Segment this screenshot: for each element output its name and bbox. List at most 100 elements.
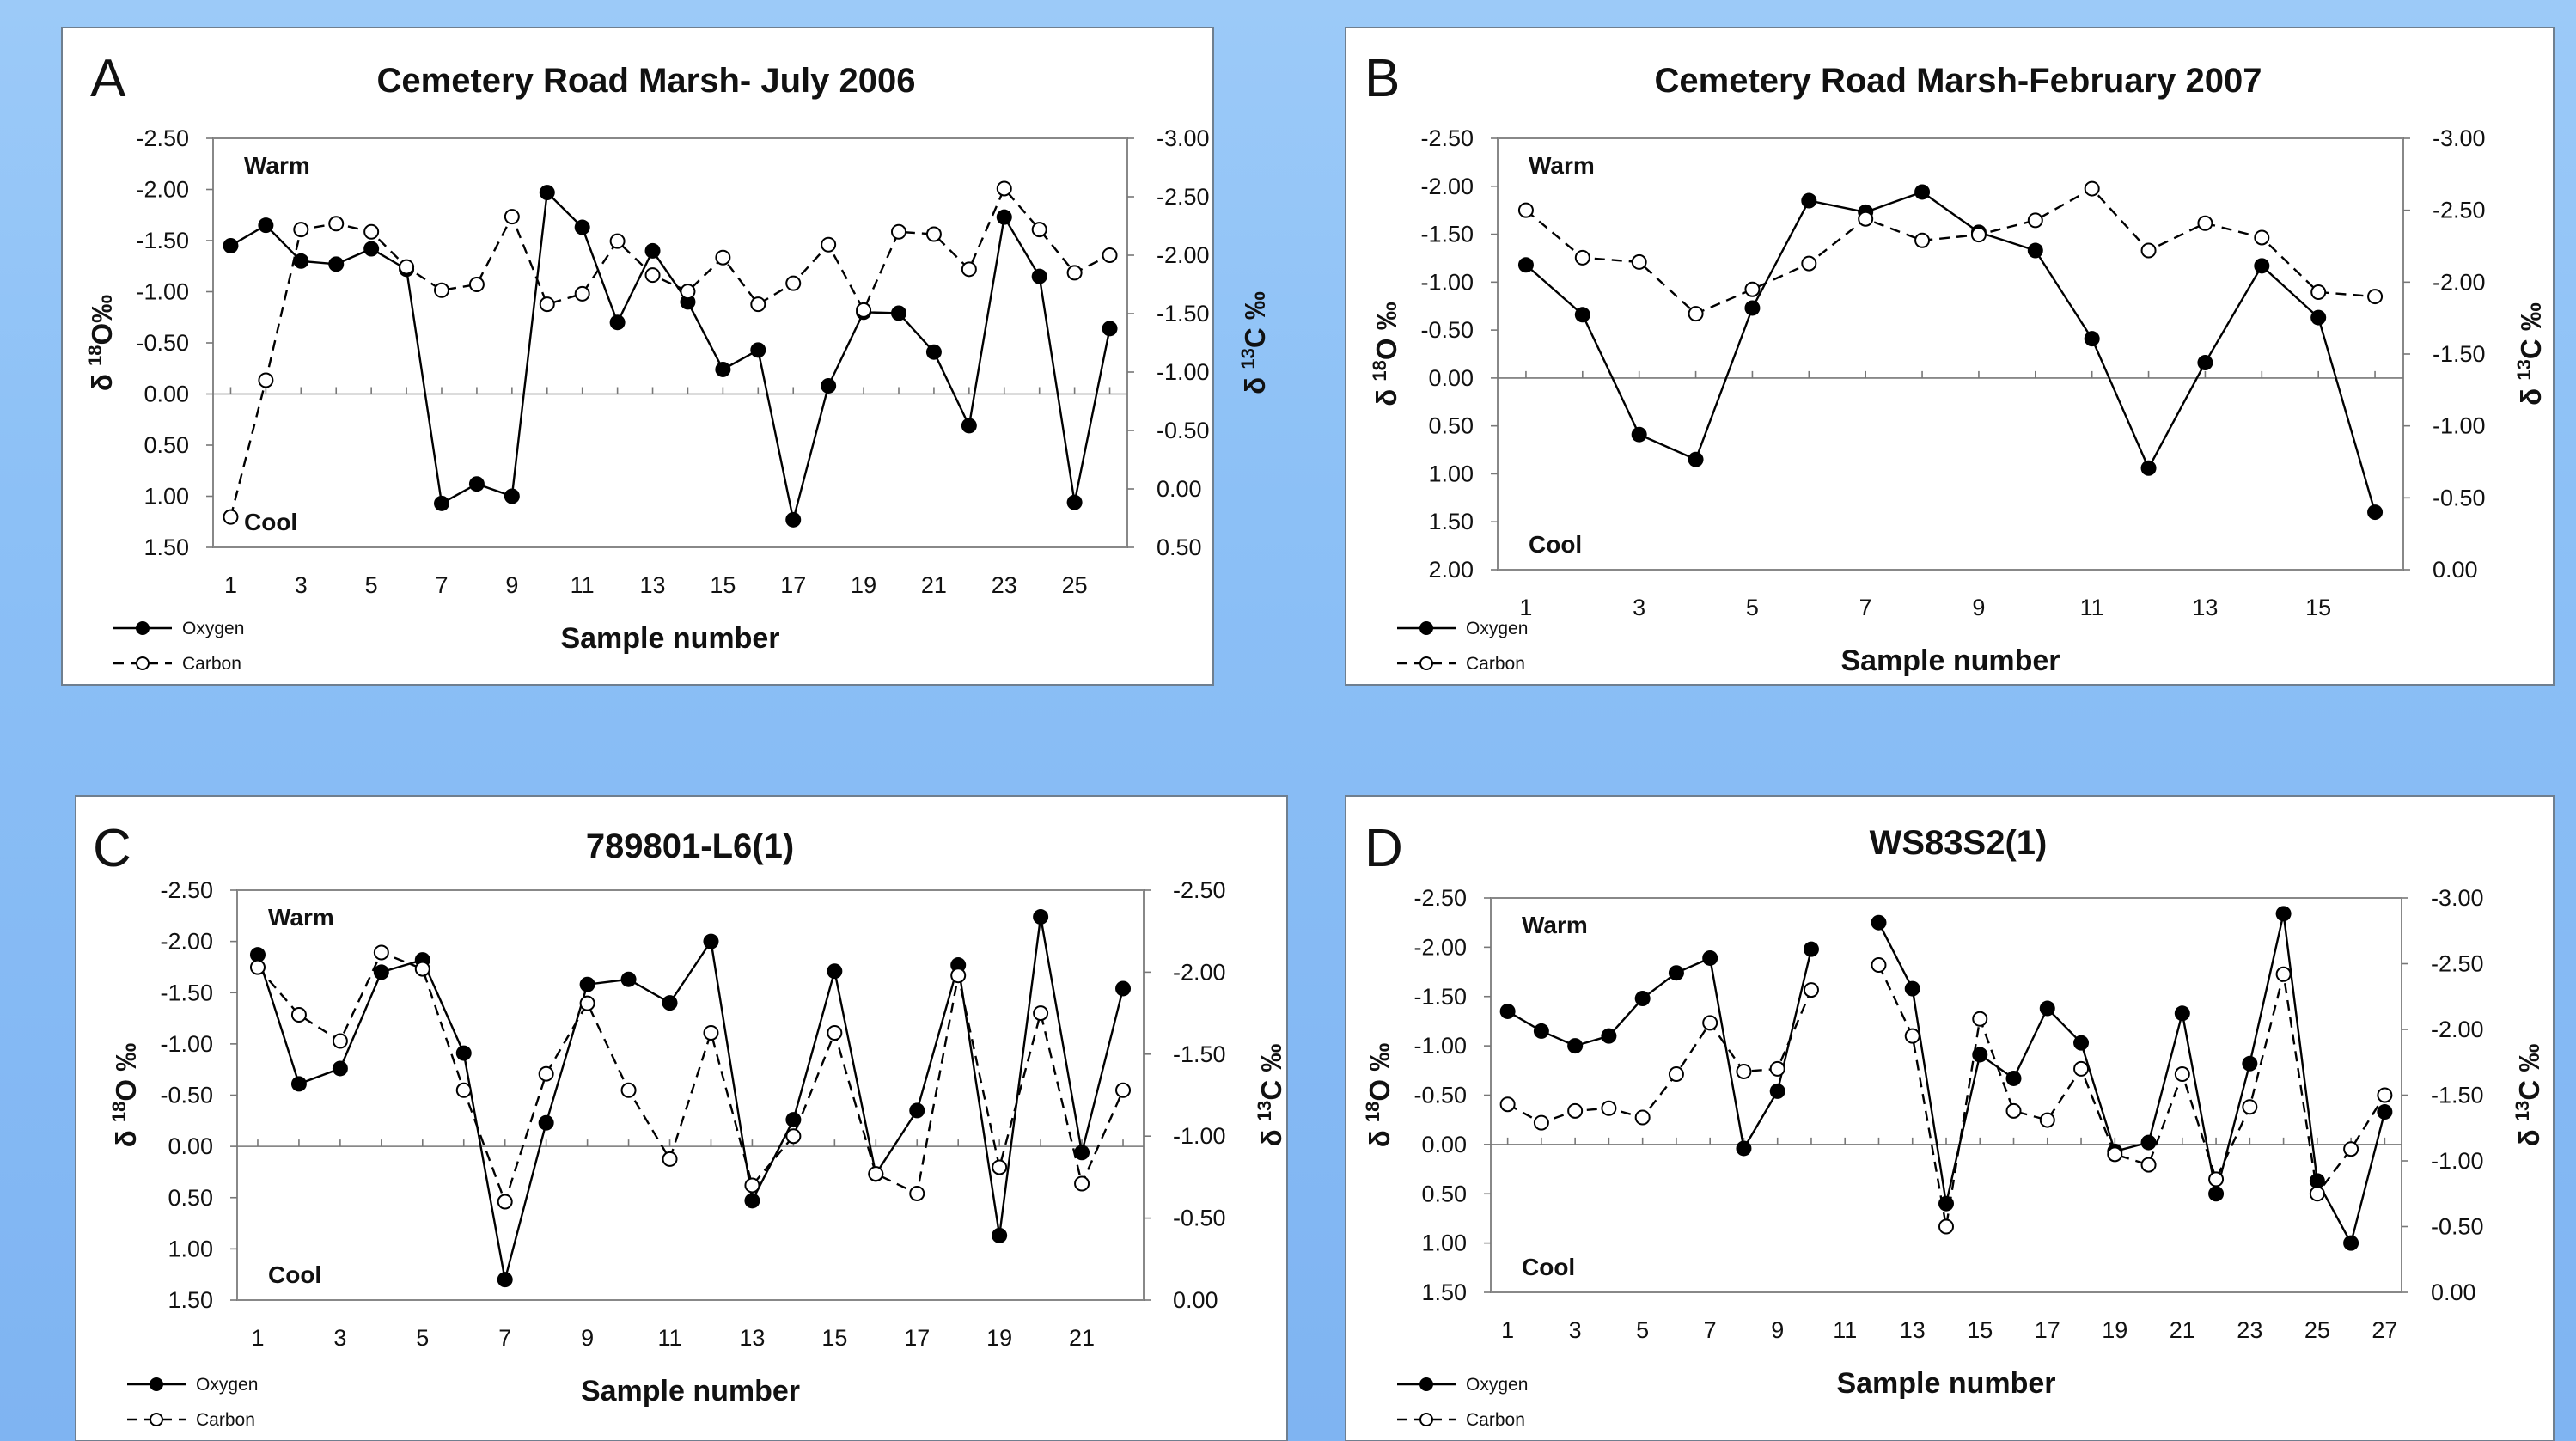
left-y-tick-label: 1.00 — [143, 484, 189, 510]
carbon-data-point — [1972, 1011, 1988, 1027]
left-y-tick-label: 1.00 — [1428, 461, 1474, 486]
legend-oxygen: Oxygen — [1397, 1375, 1528, 1395]
left-y-tick-label: -1.50 — [1413, 984, 1467, 1010]
left-y-tick-label: -2.00 — [160, 929, 213, 955]
carbon-data-point — [223, 509, 239, 525]
carbon-data-point — [497, 1194, 513, 1210]
x-tick-label: 25 — [2304, 1317, 2330, 1343]
oxygen-data-point — [455, 1045, 472, 1061]
oxygen-data-point — [249, 947, 266, 963]
carbon-data-point — [1769, 1060, 1785, 1077]
left-y-axis-label: δ 18O‰ — [84, 295, 119, 391]
x-tick-label: 11 — [2080, 595, 2104, 620]
oxygen-data-point — [539, 185, 555, 201]
oxygen-data-point — [538, 1114, 554, 1131]
carbon-data-point — [992, 1159, 1008, 1175]
warm-label: Warm — [1529, 152, 1595, 179]
carbon-data-point — [2107, 1146, 2123, 1163]
x-tick-label: 11 — [658, 1325, 682, 1351]
carbon-data-point — [2174, 1066, 2190, 1083]
oxygen-data-point — [1702, 949, 1718, 966]
left-y-tick-label: -2.50 — [160, 877, 213, 903]
carbon-data-point — [574, 285, 590, 302]
legend-carbon-label: Carbon — [196, 1410, 255, 1430]
carbon-data-point — [1970, 227, 1987, 243]
oxygen-data-point — [579, 976, 595, 992]
carbon-data-point — [1914, 232, 1931, 248]
carbon-data-point — [332, 1033, 348, 1049]
carbon-series-line — [1507, 989, 1813, 1124]
oxygen-data-point — [1102, 321, 1118, 337]
carbon-data-point — [680, 284, 696, 300]
carbon-data-point — [399, 259, 415, 275]
oxygen-data-point — [992, 1227, 1008, 1243]
left-y-axis-label: δ 18O ‰ — [108, 1043, 143, 1148]
carbon-data-point — [1803, 982, 1819, 998]
right-y-tick-label: -2.50 — [1157, 184, 1210, 210]
carbon-data-point — [996, 180, 1012, 197]
legend-carbon-label: Carbon — [1466, 1410, 1525, 1430]
oxygen-data-point — [2343, 1235, 2359, 1251]
left-y-tick-label: 2.00 — [1428, 557, 1474, 583]
carbon-data-point — [539, 296, 555, 313]
carbon-data-point — [1499, 1096, 1516, 1113]
x-tick-label: 9 — [581, 1325, 594, 1351]
carbon-data-point — [1688, 306, 1704, 322]
carbon-data-point — [1904, 1028, 1920, 1044]
carbon-data-point — [1031, 222, 1047, 238]
right-y-tick-label: -3.00 — [1157, 125, 1210, 151]
oxygen-data-point — [644, 242, 661, 259]
right-y-axis-label: δ 13C ‰ — [1237, 291, 1272, 394]
carbon-data-point — [2309, 1186, 2325, 1202]
x-tick-label: 1 — [251, 1325, 264, 1351]
oxygen-data-point — [2027, 242, 2043, 259]
x-tick-label: 3 — [333, 1325, 346, 1351]
right-y-tick-label: -2.00 — [2431, 1017, 2484, 1042]
carbon-data-point — [2197, 215, 2213, 231]
left-y-tick-label: 0.50 — [1428, 413, 1474, 439]
x-axis-label: Sample number — [1840, 644, 2060, 677]
left-y-tick-label: 0.50 — [143, 432, 189, 458]
carbon-data-point — [504, 209, 520, 225]
chart-title: 789801-L6(1) — [586, 827, 794, 865]
panel-letter: C — [93, 819, 131, 878]
oxygen-data-point — [2073, 1035, 2090, 1051]
left-y-tick-label: -1.00 — [160, 1031, 213, 1057]
x-tick-label: 15 — [2305, 595, 2331, 620]
legend-oxygen-marker — [1419, 621, 1433, 635]
carbon-data-point — [1601, 1100, 1617, 1116]
legend-oxygen-label: Oxygen — [196, 1375, 258, 1395]
right-y-tick-label: -0.50 — [1173, 1206, 1226, 1231]
x-tick-label: 21 — [2170, 1317, 2195, 1343]
x-tick-label: 7 — [435, 572, 448, 598]
right-y-axis-label: δ 13C ‰ — [2513, 302, 2548, 406]
oxygen-data-point — [2197, 355, 2213, 371]
left-y-tick-label: -2.00 — [136, 177, 189, 203]
carbon-data-point — [950, 968, 967, 984]
carbon-data-point — [1066, 265, 1083, 281]
x-tick-label: 25 — [1062, 572, 1088, 598]
chart-title: Cemetery Road Marsh-February 2007 — [1655, 62, 2262, 100]
carbon-series-line — [257, 950, 1125, 1206]
oxygen-data-point — [373, 964, 389, 980]
oxygen-data-point — [2377, 1104, 2393, 1120]
left-y-tick-label: -1.00 — [1420, 269, 1474, 295]
x-axis-label: Sample number — [1836, 1367, 2055, 1400]
left-y-tick-label: -1.50 — [160, 980, 213, 1005]
oxygen-data-point — [703, 933, 719, 949]
oxygen-data-point — [1803, 941, 1819, 957]
right-y-tick-label: -1.00 — [1157, 359, 1210, 385]
left-y-tick-label: 1.50 — [1421, 1279, 1467, 1305]
legend-carbon-label: Carbon — [1466, 654, 1525, 674]
carbon-data-point — [1871, 957, 1887, 974]
chart-panel-d: D WS83S2(1) -2.50 -2.00 -1.50 -1.00 -0.50 0.00 0… — [1345, 795, 2555, 1441]
panel-letter: A — [90, 49, 126, 108]
carbon-data-point — [2084, 180, 2100, 197]
oxygen-data-point — [2140, 1134, 2157, 1151]
carbon-data-point — [455, 1082, 472, 1098]
panel-letter: B — [1364, 49, 1400, 108]
oxygen-data-point — [909, 1102, 925, 1119]
carbon-data-point — [1801, 255, 1817, 272]
